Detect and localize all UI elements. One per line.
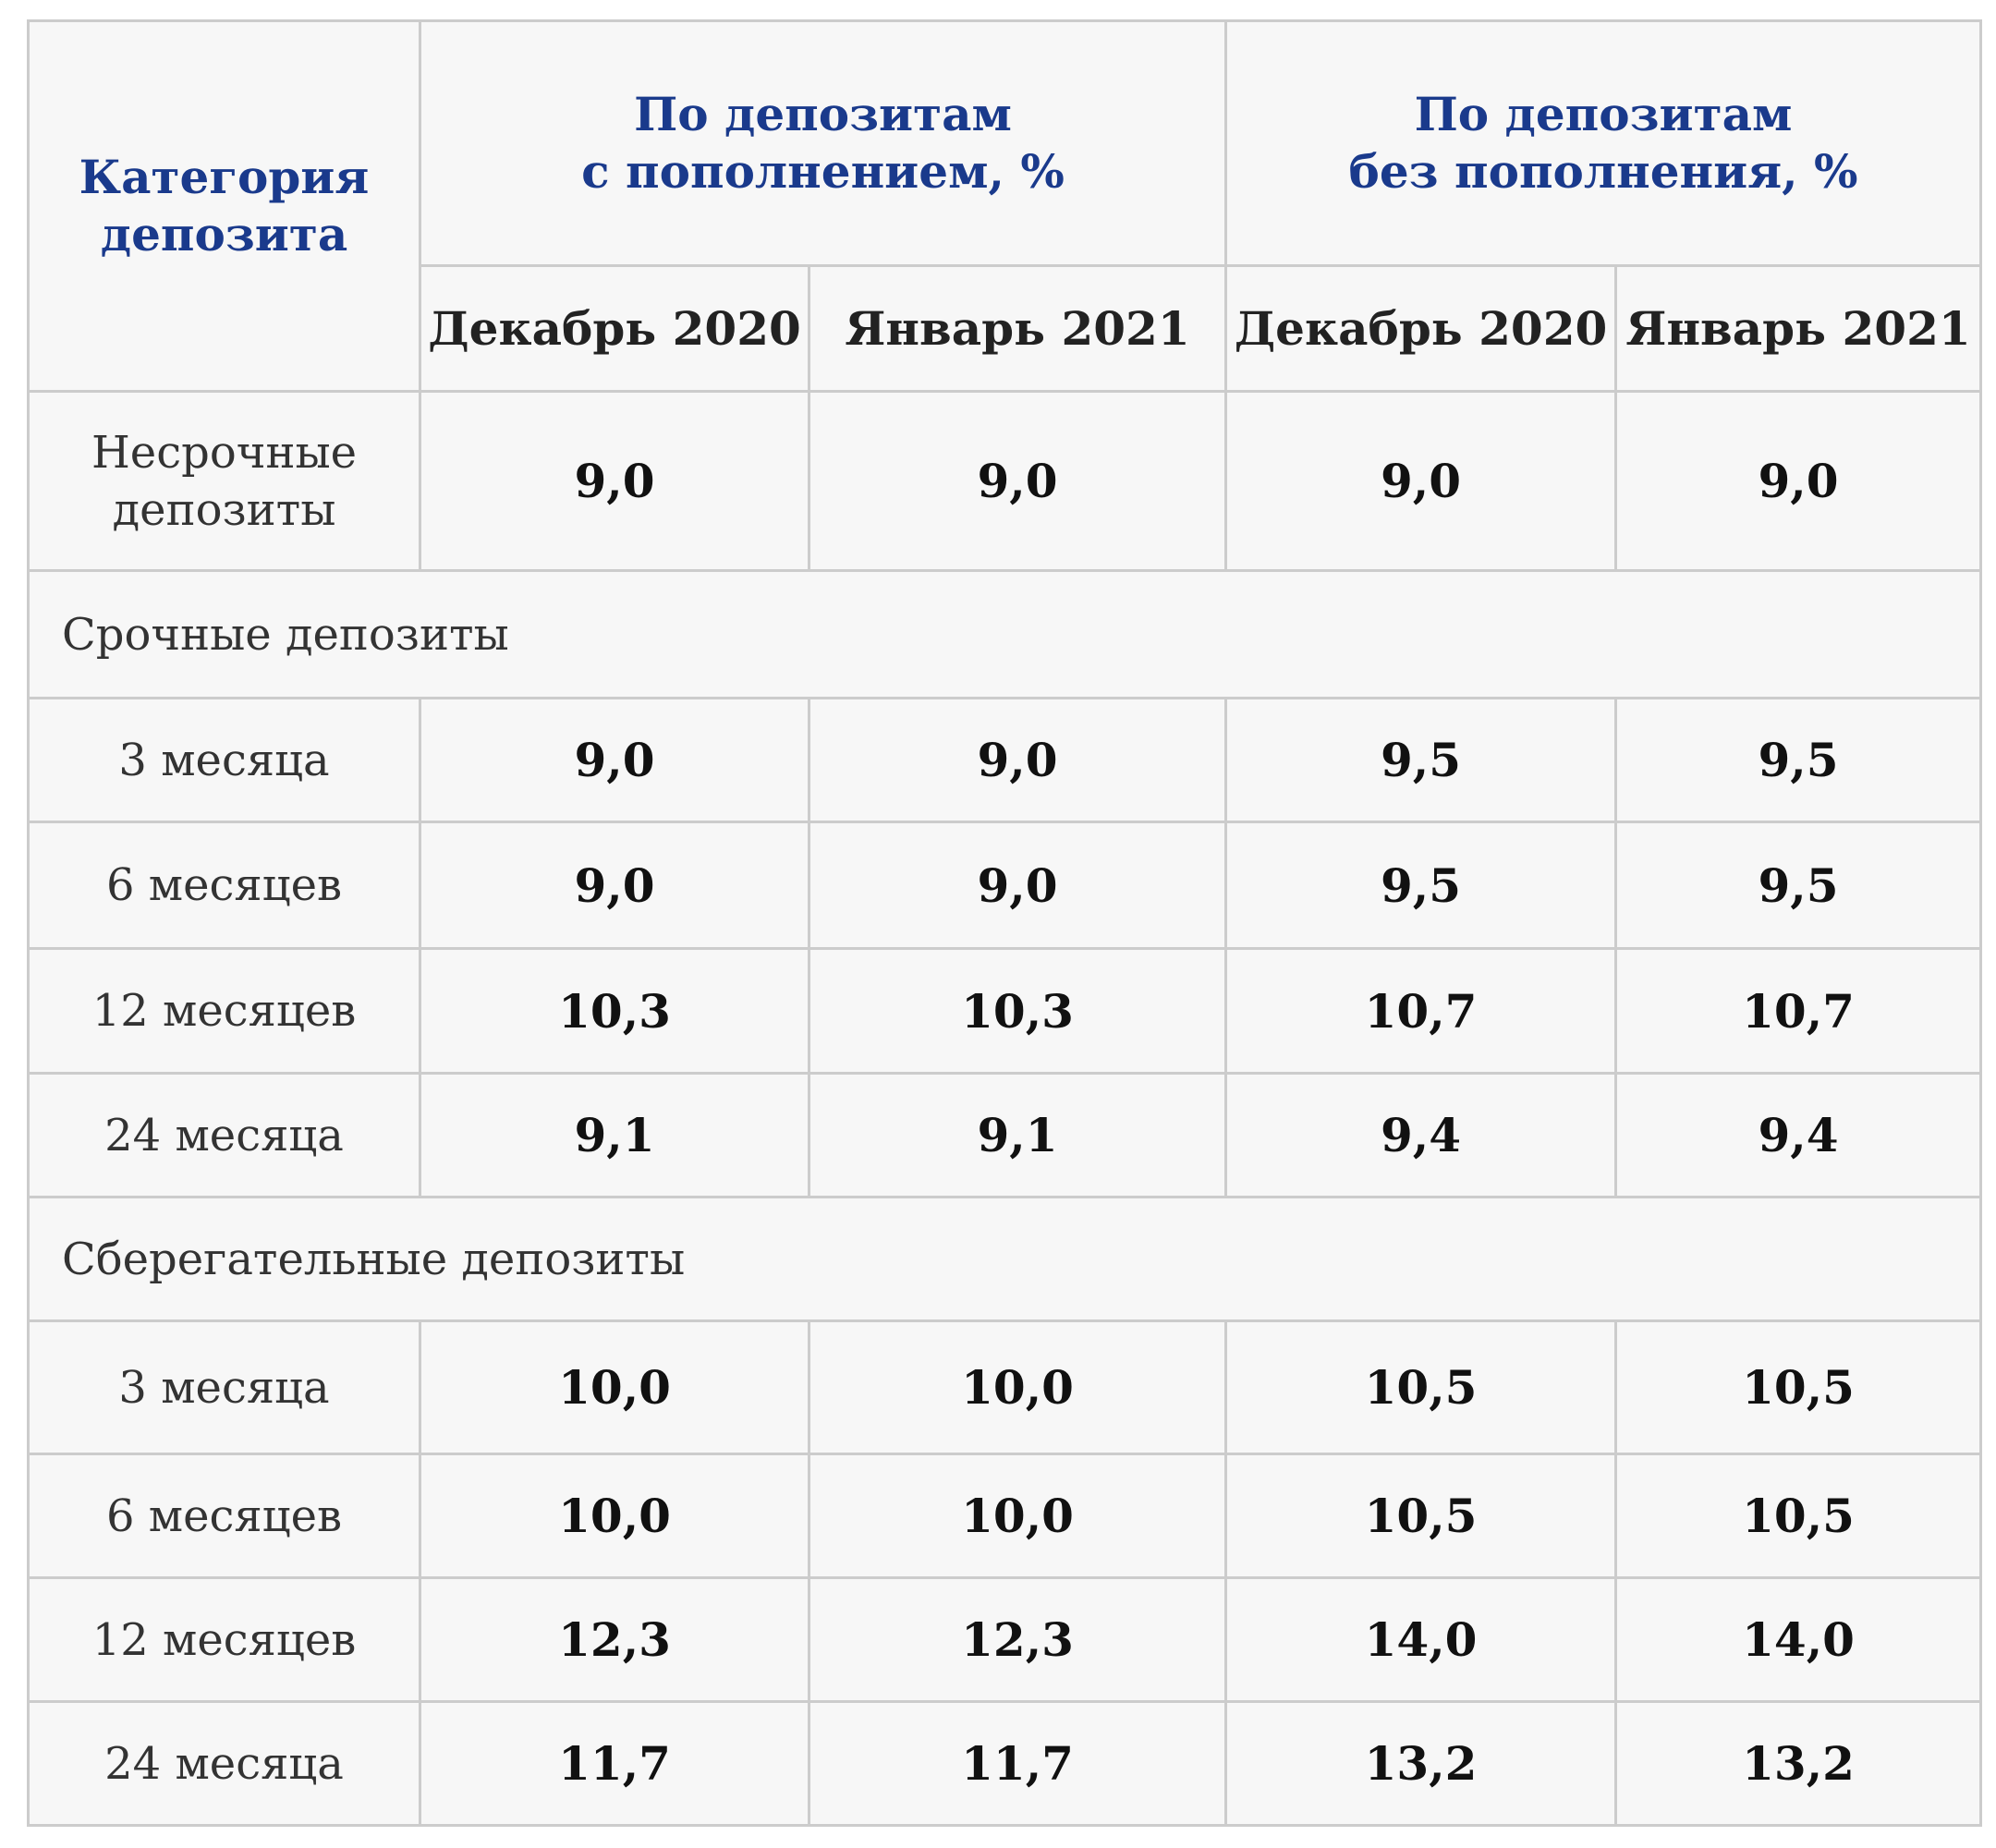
row-category-label-line1: 12 месяцев — [91, 1613, 357, 1666]
rate-cell: 10,0 — [808, 1319, 1227, 1455]
header-category-line1: Категория — [79, 150, 370, 204]
rate-cell: 9,1 — [419, 1072, 810, 1198]
rate-cell: 9,4 — [1224, 1072, 1617, 1198]
rate-cell: 9,0 — [1613, 390, 1983, 572]
rate-cell: 9,5 — [1224, 697, 1617, 823]
rate-cell: 10,0 — [419, 1453, 810, 1579]
table-row: 3 месяца 9,0 9,0 9,5 9,5 — [27, 697, 1983, 823]
section-label: Срочные депозиты — [26, 569, 1983, 699]
rate-cell: 9,0 — [419, 697, 810, 823]
table-row: Несрочные депозиты 9,0 9,0 9,0 9,0 — [27, 390, 1983, 572]
rate-cell: 9,5 — [1613, 697, 1983, 823]
row-category-label-line1: Несрочные — [91, 426, 358, 479]
rate-cell: 12,3 — [419, 1576, 810, 1703]
rate-cell: 10,5 — [1613, 1453, 1983, 1579]
rate-cell: 10,5 — [1224, 1453, 1617, 1579]
row-category-label: 24 месяца — [27, 1700, 421, 1827]
row-category-label-line1: 6 месяцев — [106, 1489, 342, 1542]
rate-cell: 10,3 — [808, 947, 1227, 1075]
rate-cell: 9,5 — [1613, 821, 1983, 950]
rate-cell: 13,2 — [1613, 1700, 1983, 1827]
table-row: 12 месяцев 10,3 10,3 10,7 10,7 — [27, 947, 1983, 1075]
row-category-label-line1: 12 месяцев — [91, 985, 357, 1037]
row-category-label: 12 месяцев — [27, 947, 421, 1075]
rate-cell: 13,2 — [1224, 1700, 1617, 1827]
table-row: 3 месяца 10,0 10,0 10,5 10,5 — [27, 1319, 1983, 1455]
header-group-with-topup: По депозитам с пополнением, % — [419, 19, 1227, 267]
header-group-with-topup-line1: По депозитам — [634, 87, 1012, 141]
row-category-label-line1: 3 месяца — [118, 734, 330, 786]
table-row: 12 месяцев 12,3 12,3 14,0 14,0 — [27, 1576, 1983, 1703]
rate-cell: 9,4 — [1613, 1072, 1983, 1198]
rate-cell: 9,0 — [419, 821, 810, 950]
header-group-with-topup-line2: с пополнением, % — [581, 144, 1065, 199]
section-row: Срочные депозиты — [26, 569, 1983, 699]
header-group-without-topup-line1: По депозитам — [1414, 87, 1793, 141]
rate-cell: 10,3 — [419, 947, 810, 1075]
header-month: Декабрь 2020 — [1224, 264, 1617, 393]
row-category-label: 6 месяцев — [27, 821, 421, 950]
section-label: Сберегательные депозиты — [26, 1196, 1983, 1322]
row-category-label: 12 месяцев — [27, 1576, 421, 1703]
row-category-label: Несрочные депозиты — [27, 390, 421, 572]
header-month: Декабрь 2020 — [419, 264, 810, 393]
row-category-label-line1: 24 месяца — [104, 1737, 344, 1790]
table-row: 24 месяца 11,7 11,7 13,2 13,2 — [27, 1700, 1983, 1827]
rate-cell: 9,0 — [808, 697, 1227, 823]
row-category-label: 6 месяцев — [27, 1453, 421, 1579]
header-group-without-topup: По депозитам без пополнения, % — [1223, 19, 1983, 267]
rate-cell: 9,5 — [1224, 821, 1617, 950]
row-category-label-line2: депозиты — [112, 483, 336, 536]
section-row: Сберегательные депозиты — [26, 1196, 1983, 1322]
row-category-label: 3 месяца — [27, 697, 421, 823]
rate-cell: 9,0 — [1224, 390, 1617, 572]
header-row-groups: Категория депозита По депозитам с пополн… — [27, 19, 1983, 393]
row-category-label: 24 месяца — [27, 1072, 421, 1198]
rate-cell: 10,0 — [419, 1319, 810, 1455]
rate-cell: 10,7 — [1224, 947, 1617, 1075]
header-category-line2: депозита — [100, 207, 348, 261]
rate-cell: 12,3 — [808, 1576, 1227, 1703]
rate-cell: 9,0 — [808, 821, 1227, 950]
rate-cell: 10,5 — [1224, 1319, 1617, 1455]
rate-cell: 14,0 — [1613, 1576, 1983, 1703]
header-row-months: Декабрь 2020 Январь 2021 Декабрь 2020 Ян… — [29, 264, 1983, 393]
header-group-without-topup-line2: без пополнения, % — [1348, 144, 1858, 199]
rate-cell: 10,5 — [1613, 1319, 1983, 1455]
row-category-label-line1: 6 месяцев — [106, 859, 342, 911]
rate-cell: 9,0 — [808, 390, 1227, 572]
rate-cell: 9,1 — [808, 1072, 1227, 1198]
rate-cell: 9,0 — [419, 390, 810, 572]
header-month: Январь 2021 — [1613, 264, 1983, 393]
rate-cell: 11,7 — [808, 1700, 1227, 1827]
header-month: Январь 2021 — [808, 264, 1227, 393]
row-category-label: 3 месяца — [27, 1319, 421, 1455]
rate-cell: 11,7 — [419, 1700, 810, 1827]
table-row: 6 месяцев 10,0 10,0 10,5 10,5 — [27, 1453, 1983, 1579]
header-category: Категория депозита — [27, 19, 421, 393]
row-category-label-line1: 3 месяца — [118, 1361, 330, 1414]
row-category-label-line1: 24 месяца — [104, 1109, 344, 1161]
rate-cell: 14,0 — [1224, 1576, 1617, 1703]
deposit-rates-table: Категория депозита По депозитам с пополн… — [26, 19, 1983, 1827]
table-row: 24 месяца 9,1 9,1 9,4 9,4 — [27, 1072, 1983, 1198]
table-row: 6 месяцев 9,0 9,0 9,5 9,5 — [27, 821, 1983, 950]
rate-cell: 10,7 — [1613, 947, 1983, 1075]
rate-cell: 10,0 — [808, 1453, 1227, 1579]
